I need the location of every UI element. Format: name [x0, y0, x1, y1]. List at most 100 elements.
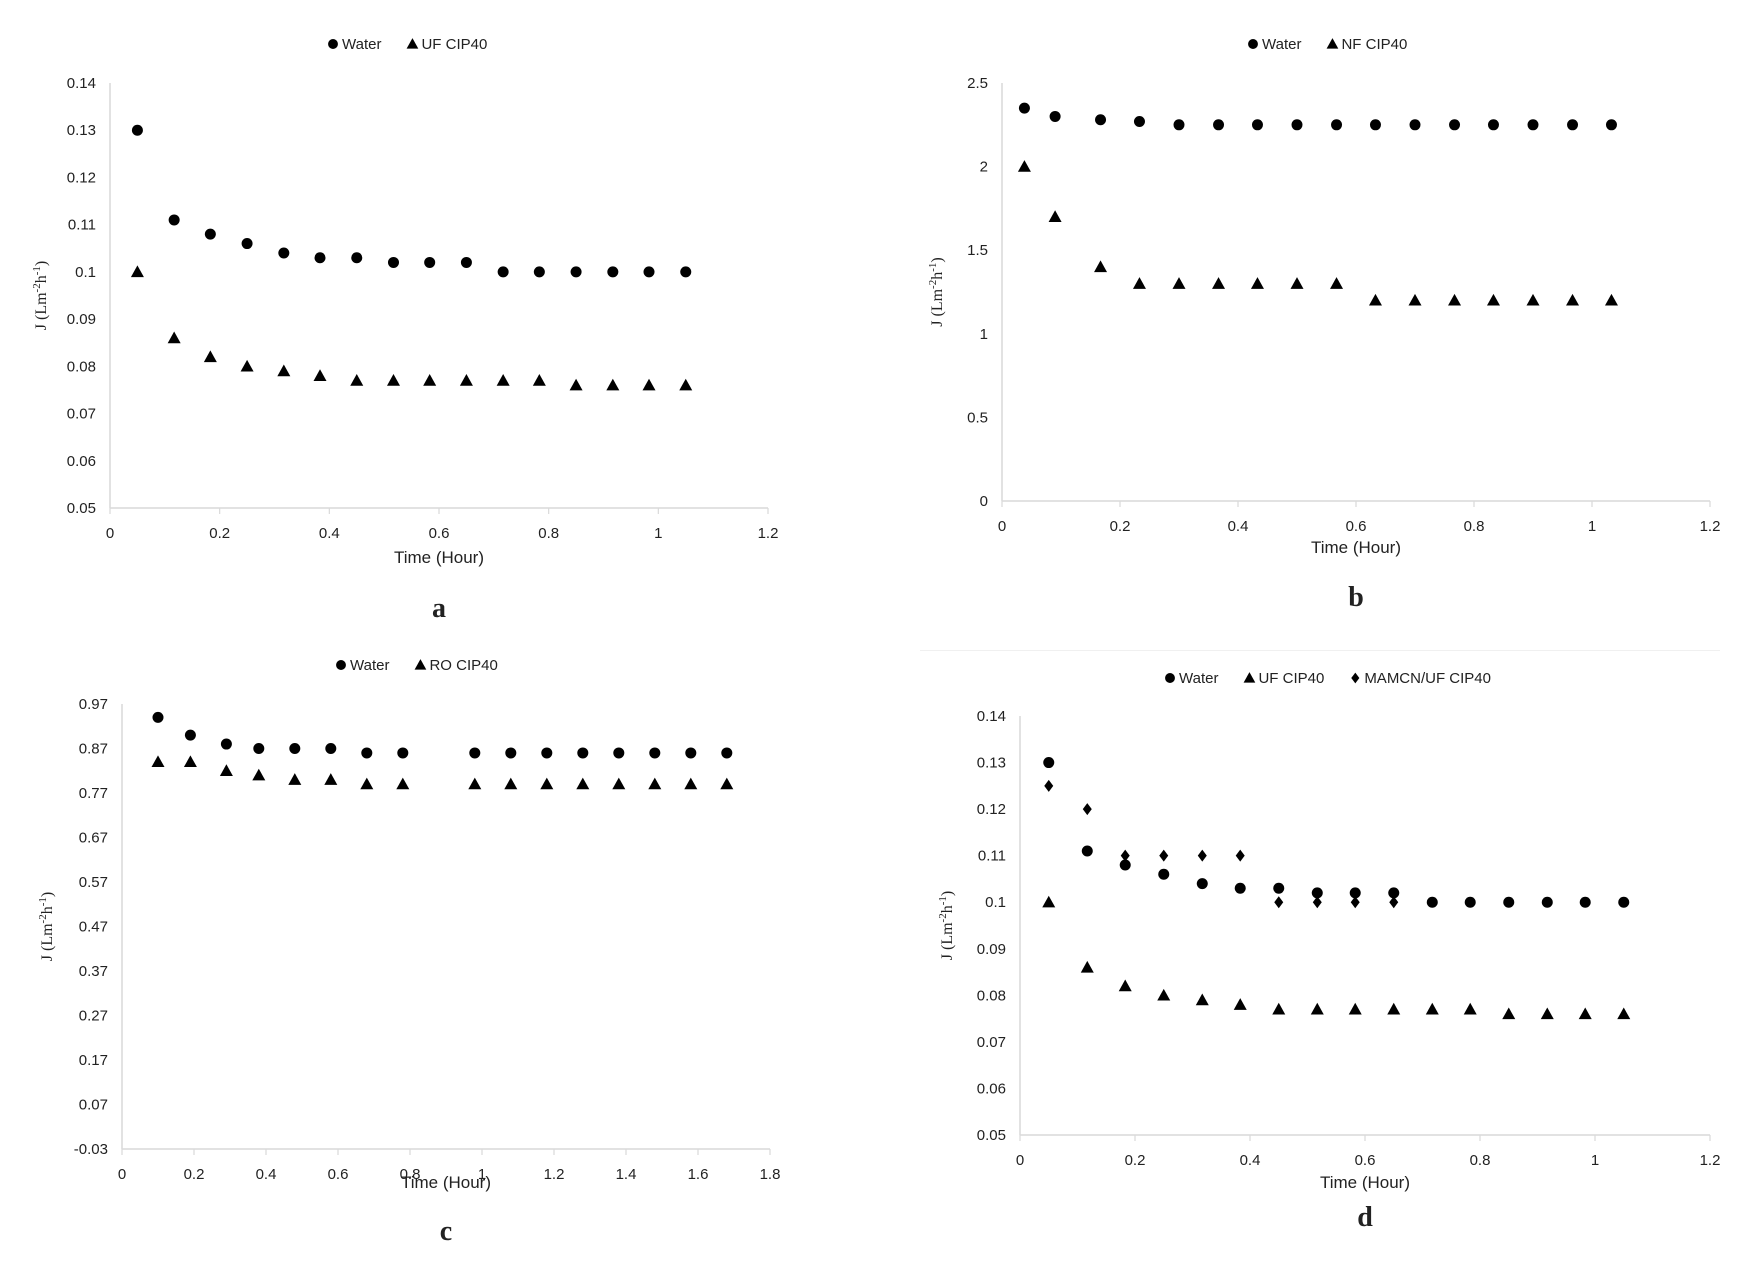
data-point: [1081, 845, 1093, 857]
legend-marker: [328, 39, 338, 49]
y-tick-label: 0.1: [75, 264, 96, 281]
y-tick-label: 0.09: [977, 941, 1006, 958]
data-point: [324, 773, 338, 785]
data-point: [540, 777, 554, 790]
data-point: [278, 247, 290, 259]
data-point: [396, 777, 410, 790]
chart-panel-a: 0 0.2 0.4 0.6 0.8 1 1.2 0.05 0.06 0.07 0.08 0.09 0.1…: [31, 36, 778, 624]
data-point: [469, 747, 481, 759]
legend-item: Water: [336, 657, 389, 674]
data-point: [1567, 119, 1579, 131]
data-point: [1387, 1002, 1401, 1015]
data-point: [288, 773, 302, 785]
y-tick-label: 0.27: [79, 1008, 108, 1025]
data-point: [460, 256, 472, 268]
legend-marker: [1248, 39, 1258, 49]
x-tick-label: 0.8: [538, 525, 559, 542]
data-point: [277, 364, 291, 377]
data-point: [241, 238, 253, 250]
y-axis-title: J (Lm-2h-1): [927, 257, 946, 326]
x-tick-label: 1.6: [688, 1166, 709, 1183]
data-point: [1605, 119, 1617, 131]
legend-item: Water: [328, 36, 381, 53]
x-tick-label: 0.6: [429, 525, 450, 542]
legend-item: UF CIP40: [1243, 670, 1324, 687]
x-tick-label: 0: [1016, 1152, 1024, 1169]
data-point: [240, 359, 254, 372]
data-point: [1133, 115, 1145, 127]
data-point: [576, 777, 590, 790]
legend-label: MAMCN/UF CIP40: [1364, 670, 1491, 687]
legend-item: Water: [1248, 36, 1301, 53]
y-tick-label: 0.17: [79, 1052, 108, 1069]
data-point: [313, 369, 327, 381]
data-point: [1173, 119, 1185, 131]
data-point: [1234, 882, 1246, 894]
y-tick-label: 1: [980, 326, 988, 343]
data-point: [1502, 1007, 1516, 1020]
data-point: [1349, 887, 1361, 899]
x-tick-label: 0.4: [319, 525, 340, 542]
data-point: [1212, 277, 1226, 289]
data-point: [1448, 293, 1462, 306]
x-tick-label: 0.2: [1110, 518, 1131, 535]
series-ro-cip40: [151, 755, 734, 790]
data-point: [184, 729, 196, 741]
data-point: [220, 738, 232, 750]
data-point: [1048, 210, 1062, 222]
y-tick-label: 0.5: [967, 409, 988, 426]
x-tick-label: 0.6: [1355, 1152, 1376, 1169]
legend-item: RO CIP40: [414, 657, 498, 674]
x-tick-label: 0.2: [1125, 1152, 1146, 1169]
data-point: [1120, 849, 1130, 862]
y-tick-label: 0.87: [79, 741, 108, 758]
series-water: [1043, 757, 1630, 908]
legend-label: Water: [1179, 670, 1218, 687]
data-point: [1487, 119, 1499, 131]
panel-divider: [920, 650, 1720, 651]
x-tick-label: 0.4: [1240, 1152, 1261, 1169]
legend-item: NF CIP40: [1326, 36, 1407, 53]
legend-label: UF CIP40: [421, 36, 487, 53]
data-point: [1250, 277, 1264, 289]
data-point: [1195, 993, 1209, 1006]
chart-panel-b: 0 0.2 0.4 0.6 0.8 1 1.2 0 0.5 1 1.5 2 2.5 Time (Hour)…: [927, 36, 1720, 613]
data-point: [351, 252, 363, 264]
data-point: [152, 711, 164, 723]
data-point: [1080, 960, 1094, 973]
data-point: [1251, 119, 1263, 131]
data-point: [361, 747, 373, 759]
x-tick-label: 0.8: [400, 1166, 421, 1183]
data-point: [1331, 119, 1343, 131]
panel-letter: b: [1348, 582, 1364, 613]
data-point: [1368, 293, 1382, 306]
data-point: [1196, 878, 1208, 890]
data-point: [204, 228, 216, 240]
data-point: [504, 777, 518, 790]
legend-marker: [414, 659, 427, 670]
data-point: [1310, 1002, 1324, 1015]
data-point: [183, 755, 197, 768]
data-point: [289, 743, 301, 754]
data-point: [386, 374, 400, 386]
data-point: [685, 747, 697, 759]
data-point: [541, 747, 553, 759]
y-tick-label: 0.07: [79, 1097, 108, 1114]
data-point: [360, 777, 374, 790]
y-tick-label: 0.13: [67, 122, 96, 139]
y-tick-label: 0.11: [68, 217, 96, 234]
legend-marker: [1243, 672, 1256, 683]
data-point: [720, 777, 734, 790]
legend: Water RO CIP40: [336, 657, 498, 674]
data-point: [532, 374, 546, 386]
data-point: [1408, 293, 1422, 306]
data-point: [350, 374, 364, 386]
y-tick-label: 1.5: [967, 242, 988, 259]
data-point: [1389, 896, 1399, 909]
y-tick-label: 0.06: [977, 1080, 1006, 1097]
data-point: [1486, 293, 1500, 306]
x-axis-title: Time (Hour): [1320, 1173, 1410, 1192]
x-tick-label: 0.8: [1464, 518, 1485, 535]
x-tick-label: 1.2: [544, 1166, 565, 1183]
data-point: [1330, 277, 1344, 289]
